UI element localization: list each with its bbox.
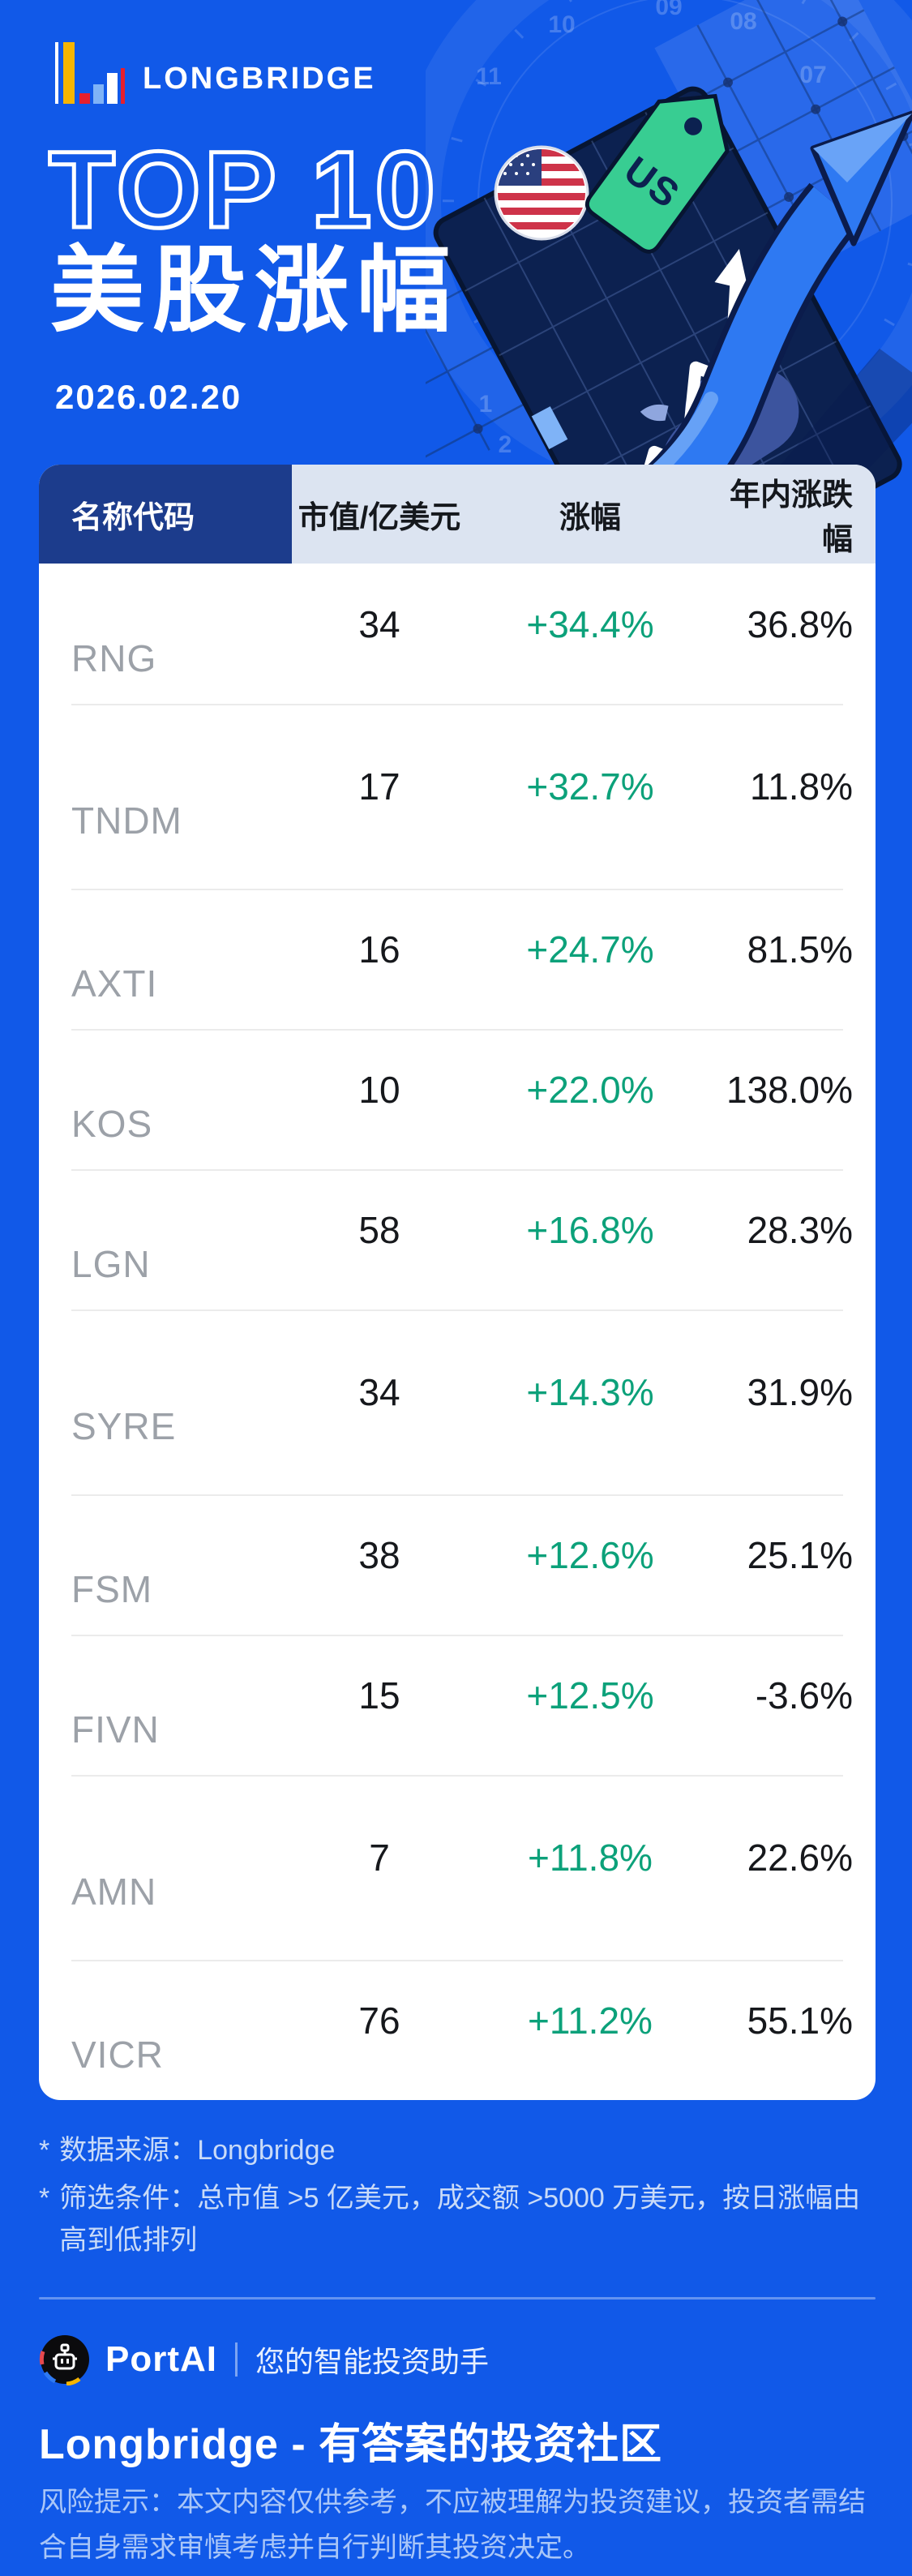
- table-body: RNG 34 +34.4% 36.8% TNDM 17 +32.7% 11.8%…: [39, 564, 876, 2100]
- table-row: LGN 58 +16.8% 28.3%: [39, 1169, 876, 1309]
- footnote-marker: *: [39, 2135, 50, 2166]
- ytd-change-value: 81.5%: [747, 928, 853, 971]
- footnotes: * 数据来源：Longbridge * 筛选条件：总市值 >5 亿美元，成交额 …: [39, 2129, 877, 2267]
- market-cap-value: 17: [358, 765, 400, 808]
- footnote-text: 数据来源：Longbridge: [59, 2135, 336, 2166]
- footer-divider: [39, 2297, 876, 2300]
- table-row: KOS 10 +22.0% 138.0%: [39, 1029, 876, 1169]
- ytd-change-value: 25.1%: [747, 1533, 853, 1576]
- stock-ticker: VICR: [71, 2033, 164, 2076]
- market-cap-value: 16: [358, 928, 400, 971]
- market-cap-value: 34: [358, 602, 400, 645]
- trend-line-arrowhead: [714, 248, 748, 290]
- market-cap-value: 58: [358, 1208, 400, 1251]
- footnote-text: 筛选条件：总市值 >5 亿美元，成交额 >5000 万美元，按日涨幅由高到低排列: [59, 2182, 861, 2257]
- dial-number: 09: [655, 0, 682, 20]
- table-row: FIVN 15 +12.5% -3.6%: [39, 1635, 876, 1775]
- ytd-change-value: -3.6%: [755, 1674, 853, 1717]
- stock-ticker: TNDM: [71, 799, 182, 842]
- dial-number: 07: [799, 62, 826, 88]
- daily-gain-value: +22.0%: [526, 1068, 654, 1111]
- stock-ticker: AXTI: [71, 962, 158, 1005]
- portai-row: PortAI 您的智能投资助手: [39, 2334, 489, 2385]
- dial-number: 10: [548, 11, 575, 38]
- portai-tagline: 您的智能投资助手: [255, 2345, 490, 2378]
- market-cap-value: 15: [358, 1674, 400, 1717]
- stock-ticker: SYRE: [71, 1405, 177, 1447]
- column-header-ytd: 年内涨跌幅: [729, 478, 853, 557]
- daily-gain-value: +14.3%: [526, 1371, 654, 1413]
- table-header: 名称代码 市值/亿美元 涨幅 年内涨跌幅: [39, 465, 876, 564]
- stock-ticker: AMN: [71, 1871, 157, 1913]
- table-row: VICR 76 +11.2% 55.1%: [39, 1960, 876, 2100]
- ytd-change-value: 22.6%: [747, 1837, 853, 1879]
- ytd-change-value: 31.9%: [747, 1371, 853, 1413]
- report-date: 2026.02.20: [55, 378, 242, 416]
- dial-number: 08: [730, 8, 756, 35]
- portai-separator: [235, 2342, 238, 2377]
- table-row: AMN 7 +11.8% 22.6%: [39, 1775, 876, 1960]
- table-header-accent: [39, 465, 292, 564]
- brand-name: LONGBRIDGE: [143, 62, 376, 96]
- stock-ticker: FIVN: [71, 1708, 160, 1751]
- table-row: TNDM 17 +32.7% 11.8%: [39, 704, 876, 889]
- daily-gain-value: +24.7%: [526, 928, 654, 971]
- risk-disclaimer: 风险提示：本文内容仅供参考，不应被理解为投资建议，投资者需结合自身需求审慎考虑并…: [39, 2487, 866, 2564]
- ranking-table: 名称代码 市值/亿美元 涨幅 年内涨跌幅 RNG 34 +34.4% 36.8%…: [39, 465, 876, 2100]
- footnote-source: * 数据来源：Longbridge: [39, 2129, 877, 2172]
- daily-gain-value: +12.5%: [526, 1674, 654, 1717]
- dial-number: 2: [499, 431, 512, 458]
- ytd-change-value: 28.3%: [747, 1208, 853, 1251]
- daily-gain-value: +32.7%: [526, 765, 654, 808]
- ytd-change-value: 11.8%: [749, 765, 853, 808]
- stock-ticker: KOS: [71, 1102, 153, 1145]
- table-row: FSM 38 +12.6% 25.1%: [39, 1494, 876, 1635]
- daily-gain-value: +11.2%: [528, 1999, 653, 2042]
- market-cap-value: 76: [358, 1999, 400, 2042]
- ytd-change-value: 138.0%: [726, 1068, 853, 1111]
- footnote-filter: * 筛选条件：总市值 >5 亿美元，成交额 >5000 万美元，按日涨幅由高到低…: [39, 2177, 877, 2262]
- footer-slogan: Longbridge - 有答案的投资社区: [39, 2421, 663, 2468]
- portai-robot-icon: [39, 2335, 89, 2385]
- ytd-change-value: 55.1%: [747, 1999, 853, 2042]
- growth-arrow-icon: [546, 110, 912, 519]
- us-flag-icon: [494, 145, 589, 241]
- column-header-gain: 涨幅: [559, 500, 621, 535]
- stock-ticker: FSM: [71, 1567, 153, 1610]
- daily-gain-value: +11.8%: [528, 1837, 653, 1879]
- brand-row: LONGBRIDGE: [55, 42, 376, 104]
- table-row: RNG 34 +34.4% 36.8%: [39, 564, 876, 704]
- daily-gain-value: +34.4%: [526, 602, 654, 645]
- stock-ticker: LGN: [71, 1242, 151, 1285]
- hero-illustration: 11 10 09 08 07 1 2 0 02 3: [426, 0, 912, 519]
- ytd-change-value: 36.8%: [747, 602, 853, 645]
- table-row: SYRE 34 +14.3% 31.9%: [39, 1309, 876, 1494]
- us-price-tag: US: [584, 93, 730, 254]
- daily-gain-value: +12.6%: [526, 1533, 654, 1576]
- table-row: AXTI 16 +24.7% 81.5%: [39, 889, 876, 1029]
- market-cap-value: 34: [358, 1371, 400, 1413]
- footnote-marker: *: [39, 2182, 50, 2214]
- dial-number: 11: [476, 63, 502, 90]
- stock-ticker: RNG: [71, 636, 157, 679]
- portai-name: PortAI: [105, 2339, 217, 2379]
- market-cap-value: 10: [358, 1068, 400, 1111]
- column-header-market-cap: 市值/亿美元: [298, 500, 461, 535]
- page-subtitle: 美股涨幅: [50, 238, 459, 343]
- longbridge-logo-icon: [55, 42, 125, 104]
- market-cap-value: 7: [369, 1837, 390, 1879]
- column-header-ticker: 名称代码: [71, 500, 195, 535]
- page-title: TOP 10: [47, 130, 439, 251]
- market-cap-value: 38: [358, 1533, 400, 1576]
- daily-gain-value: +16.8%: [526, 1208, 654, 1251]
- dial-number: 1: [479, 391, 493, 418]
